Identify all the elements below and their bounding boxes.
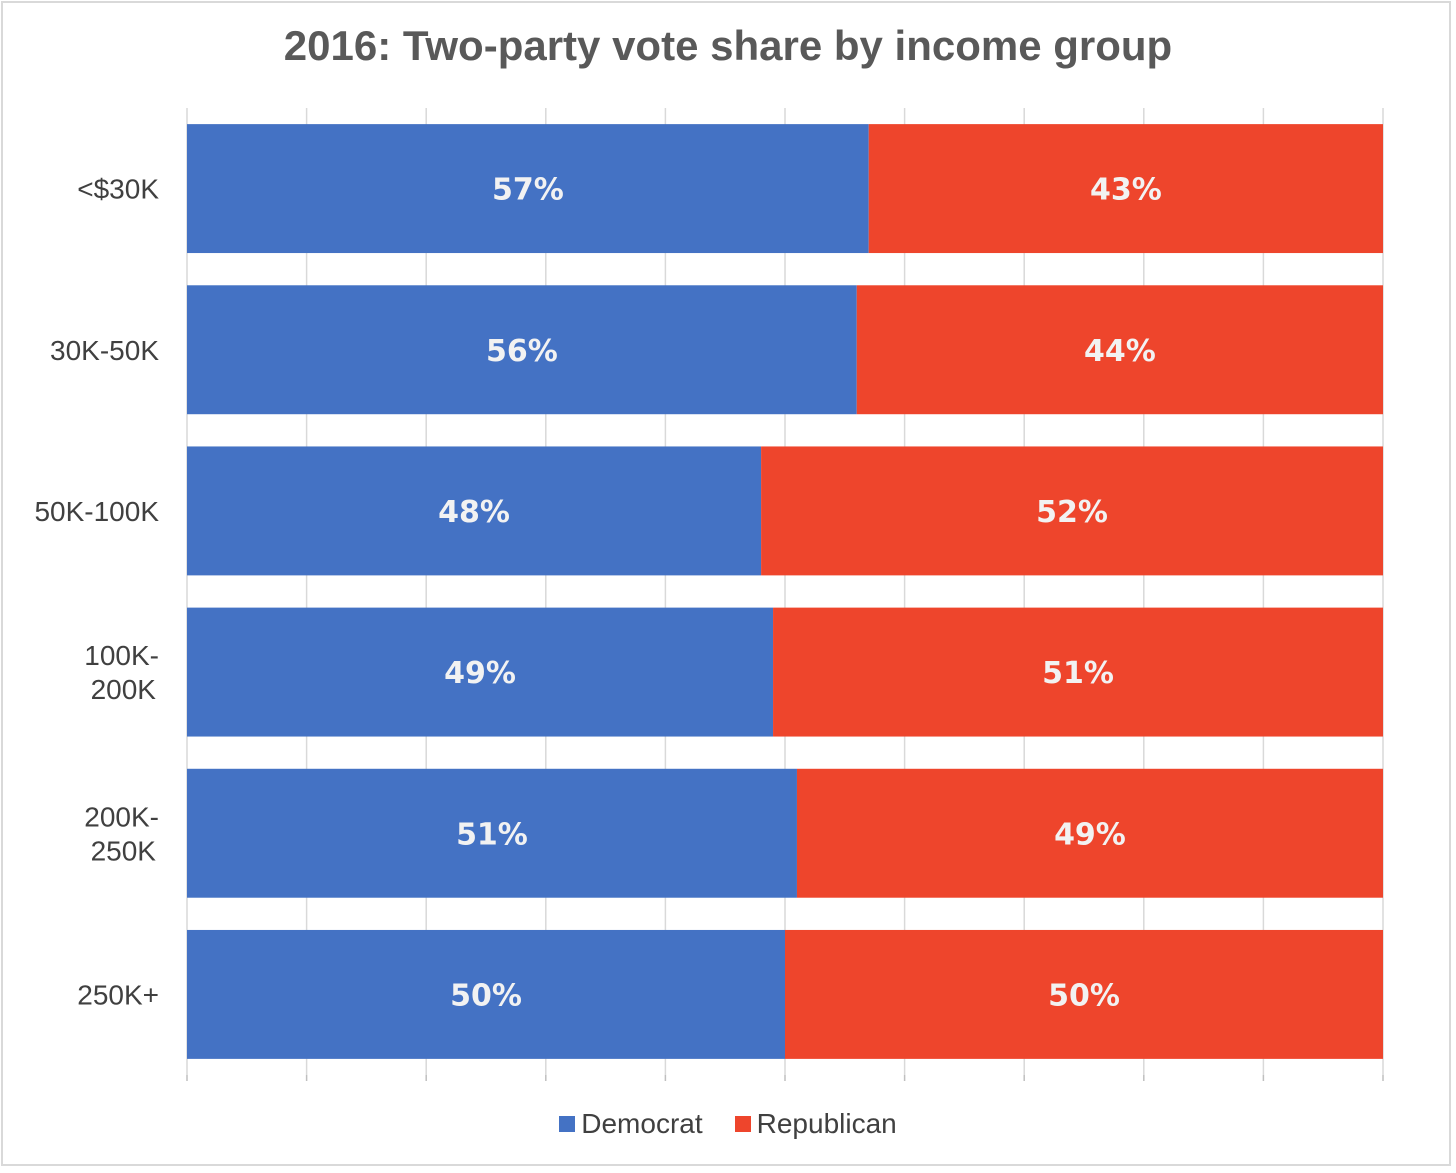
category-label-1: 30K-50K <box>50 335 159 366</box>
category-label-5: 250K+ <box>77 979 159 1010</box>
category-label-line: 200K- <box>84 801 159 832</box>
category-label-line: 100K- <box>84 640 159 671</box>
legend-swatch-republican <box>734 1116 751 1132</box>
category-label-line: 50K-100K <box>34 496 159 527</box>
chart-title: 2016: Two-party vote share by income gro… <box>283 22 1173 69</box>
bar-democrat-2 <box>187 446 762 576</box>
bar-democrat-3 <box>187 607 774 737</box>
legend-label-democrat: Democrat <box>581 1108 703 1139</box>
data-label-republican-4: 49% <box>1054 817 1126 852</box>
bar-democrat-5 <box>187 929 785 1059</box>
category-label-2: 50K-100K <box>34 496 159 527</box>
legend-swatch-democrat <box>559 1116 576 1132</box>
bar-democrat-1 <box>187 285 857 415</box>
legend-label-republican: Republican <box>756 1108 897 1139</box>
data-label-republican-2: 52% <box>1036 495 1108 530</box>
category-label-3: 100K-200K <box>84 640 159 705</box>
data-label-republican-3: 51% <box>1042 656 1114 691</box>
category-label-line: 250K <box>91 835 157 866</box>
bar-democrat-4 <box>187 768 797 898</box>
data-label-republican-0: 43% <box>1090 173 1162 208</box>
data-label-democrat-5: 50% <box>450 978 522 1013</box>
category-label-line: 250K+ <box>77 979 159 1010</box>
chart-legend: Democrat Republican <box>0 1108 1456 1140</box>
data-label-democrat-3: 49% <box>444 656 516 691</box>
category-label-4: 200K-250K <box>84 801 159 866</box>
category-label-line: 200K <box>91 674 157 705</box>
bar-republican-1 <box>856 285 1383 415</box>
data-label-republican-1: 44% <box>1084 334 1156 369</box>
category-label-line: 30K-50K <box>50 335 159 366</box>
bar-democrat-0 <box>187 124 869 254</box>
data-label-democrat-0: 57% <box>492 173 564 208</box>
bar-republican-0 <box>868 124 1383 254</box>
bar-republican-3 <box>773 607 1383 737</box>
legend-item-republican: Republican <box>734 1108 897 1140</box>
category-label-line: <$30K <box>77 174 159 205</box>
data-label-democrat-4: 51% <box>456 817 528 852</box>
data-label-democrat-1: 56% <box>486 334 558 369</box>
data-label-republican-5: 50% <box>1048 978 1120 1013</box>
category-label-0: <$30K <box>77 174 159 205</box>
legend-item-democrat: Democrat <box>559 1108 703 1140</box>
bar-republican-4 <box>796 768 1383 898</box>
bar-republican-2 <box>761 446 1383 576</box>
bar-republican-5 <box>785 929 1383 1059</box>
data-label-democrat-2: 48% <box>438 495 510 530</box>
